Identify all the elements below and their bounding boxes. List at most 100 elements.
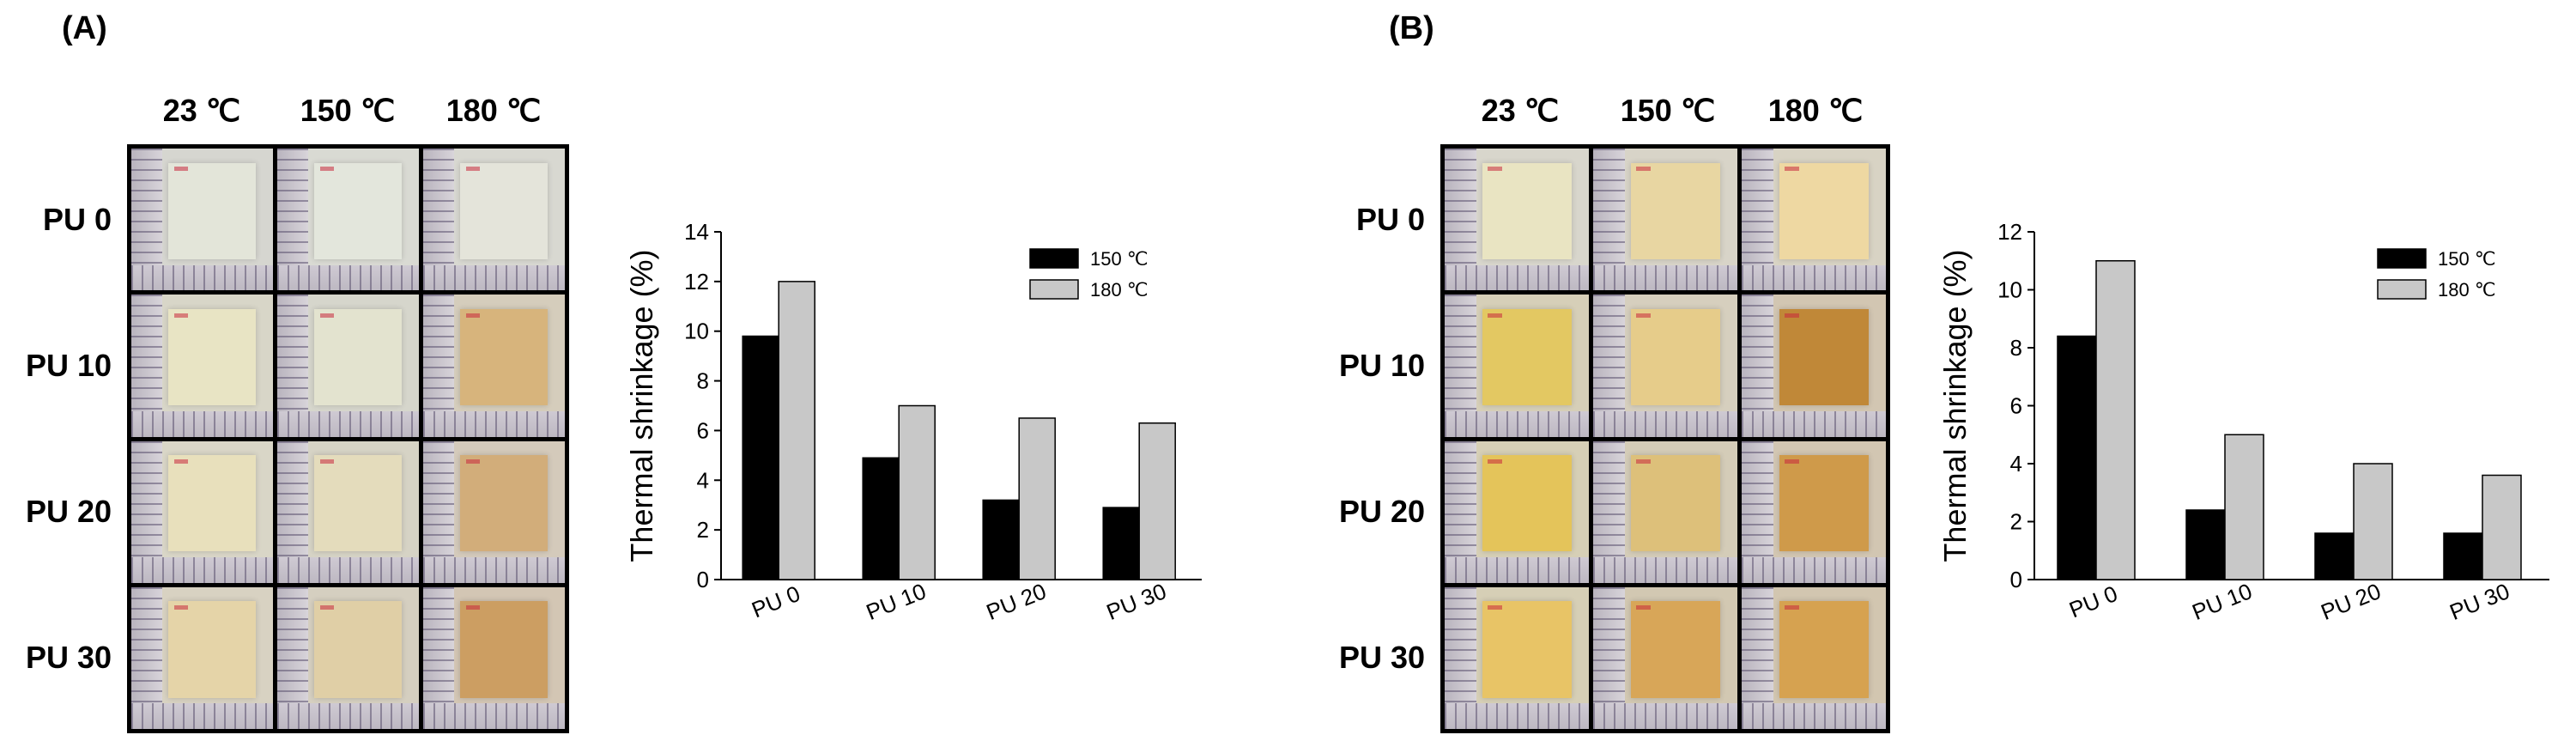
film-sample [1630, 455, 1720, 552]
sample-photo [131, 295, 273, 437]
sample-label-mark [173, 605, 188, 610]
bar-150 [2185, 509, 2226, 580]
sample-photo [277, 149, 419, 291]
film-sample [1630, 308, 1720, 406]
panel-b-label: (B) [1389, 10, 1434, 46]
legend-label: 180 ℃ [1090, 279, 1149, 301]
bar-180 [2482, 474, 2522, 580]
bar-180 [898, 404, 936, 580]
ruler-horizontal [1742, 410, 1886, 437]
ruler-horizontal [277, 703, 419, 729]
y-tick-label: 14 [684, 219, 709, 245]
ruler-horizontal [423, 410, 565, 437]
bar-180 [778, 281, 815, 580]
panel-a-col-150: 150 ℃ [300, 93, 396, 128]
sample-photo [423, 440, 565, 583]
panel-b-row-pu30: PU 30 [1338, 640, 1425, 675]
legend-swatch [2377, 248, 2427, 269]
panel-a-col-23: 23 ℃ [162, 93, 241, 128]
film-sample [1482, 601, 1572, 698]
film-sample [459, 162, 549, 259]
ruler-horizontal [131, 703, 273, 729]
sample-label-mark [319, 459, 334, 464]
x-tick-label: PU 20 [983, 578, 1050, 625]
panel-b-row-pu10: PU 10 [1338, 348, 1425, 383]
sample-photo [1742, 149, 1886, 291]
film-sample [459, 455, 549, 552]
x-tick-label: PU 10 [2189, 578, 2256, 625]
ruler-horizontal [1742, 264, 1886, 291]
sample-photo [131, 440, 273, 583]
bar-180 [2224, 434, 2264, 580]
bar-180 [1018, 417, 1056, 580]
panel-b-col-150: 150 ℃ [1620, 93, 1716, 128]
y-tick-label: 10 [684, 319, 709, 344]
film-sample [313, 601, 403, 698]
legend-label: 150 ℃ [2438, 248, 2496, 270]
x-tick-label: PU 20 [2318, 578, 2385, 625]
ruler-horizontal [277, 557, 419, 583]
bar-180 [2095, 260, 2136, 580]
sample-label-mark [1785, 167, 1800, 172]
panel-b-sample-grid [1440, 144, 1890, 733]
x-tick-label: PU 0 [748, 580, 803, 622]
x-tick-label: PU 10 [863, 578, 930, 625]
sample-photo [277, 295, 419, 437]
panel-a-row-pu10: PU 10 [25, 348, 112, 383]
ruler-horizontal [423, 557, 565, 583]
sample-photo [423, 586, 565, 729]
ruler-horizontal [423, 703, 565, 729]
panel-a-label: (A) [62, 10, 107, 46]
y-axis-label: Thermal shrinkage (%) [624, 249, 659, 562]
panel-a-row-pu0: PU 0 [42, 202, 112, 237]
ruler-horizontal [1593, 264, 1737, 291]
sample-photo [1593, 295, 1737, 437]
film-sample [1630, 162, 1720, 259]
sample-label-mark [465, 167, 480, 172]
sample-label-mark [173, 459, 188, 464]
sample-photo [131, 586, 273, 729]
panel-b-col-180: 180 ℃ [1767, 93, 1864, 128]
sample-photo [1593, 586, 1737, 729]
sample-photo [1445, 149, 1589, 291]
y-tick-label: 12 [1997, 219, 2022, 245]
y-tick-label: 12 [684, 269, 709, 295]
chart-a: Thermal shrinkage (%) 0 2 4 6 8 10 12 14 PU 0 PU 1… [624, 219, 1202, 625]
y-tick-label: 2 [697, 517, 709, 543]
bar-150 [862, 457, 900, 580]
sample-label-mark [1636, 313, 1652, 318]
ruler-horizontal [1445, 410, 1589, 437]
legend-label: 180 ℃ [2438, 279, 2496, 301]
panel-a-row-pu20: PU 20 [25, 494, 112, 529]
sample-label-mark [319, 167, 334, 172]
ruler-horizontal [131, 557, 273, 583]
ruler-horizontal [423, 264, 565, 291]
sample-label-mark [465, 313, 480, 318]
sample-photo [131, 149, 273, 291]
sample-label-mark [1636, 459, 1652, 464]
bar-150 [2314, 532, 2355, 580]
ruler-horizontal [131, 264, 273, 291]
sample-photo [1445, 586, 1589, 729]
film-sample [167, 162, 257, 259]
y-tick-label: 4 [2010, 451, 2022, 477]
y-axis-label: Thermal shrinkage (%) [1937, 249, 1973, 562]
x-tick-label: PU 0 [2065, 580, 2121, 622]
sample-label-mark [319, 313, 334, 318]
sample-label-mark [1785, 605, 1800, 610]
legend-swatch [2377, 279, 2427, 300]
bar-150 [982, 499, 1020, 580]
sample-photo [1742, 586, 1886, 729]
film-sample [313, 455, 403, 552]
sample-label-mark [1488, 167, 1503, 172]
sample-photo [1445, 295, 1589, 437]
film-sample [1482, 308, 1572, 406]
y-tick-label: 0 [2010, 567, 2022, 592]
film-sample [1779, 601, 1869, 698]
ruler-horizontal [1445, 264, 1589, 291]
sample-label-mark [1785, 459, 1800, 464]
sample-label-mark [1636, 605, 1652, 610]
sample-photo [1445, 440, 1589, 583]
ruler-horizontal [1593, 557, 1737, 583]
ruler-horizontal [277, 410, 419, 437]
